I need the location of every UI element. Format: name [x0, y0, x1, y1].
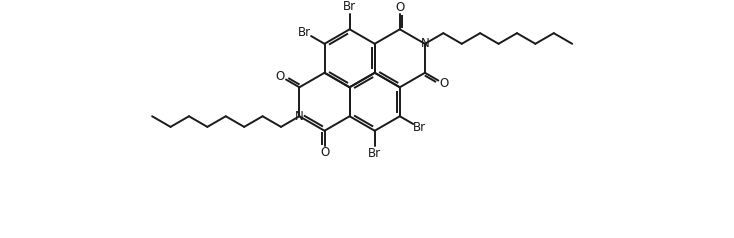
Text: Br: Br [368, 147, 381, 160]
Text: O: O [275, 70, 285, 83]
Text: O: O [320, 146, 329, 159]
Text: N: N [421, 37, 429, 50]
Text: N: N [295, 110, 304, 123]
Text: O: O [440, 77, 448, 90]
Text: Br: Br [413, 121, 426, 134]
Text: Br: Br [298, 26, 311, 39]
Text: O: O [395, 0, 404, 14]
Text: Br: Br [343, 0, 356, 13]
